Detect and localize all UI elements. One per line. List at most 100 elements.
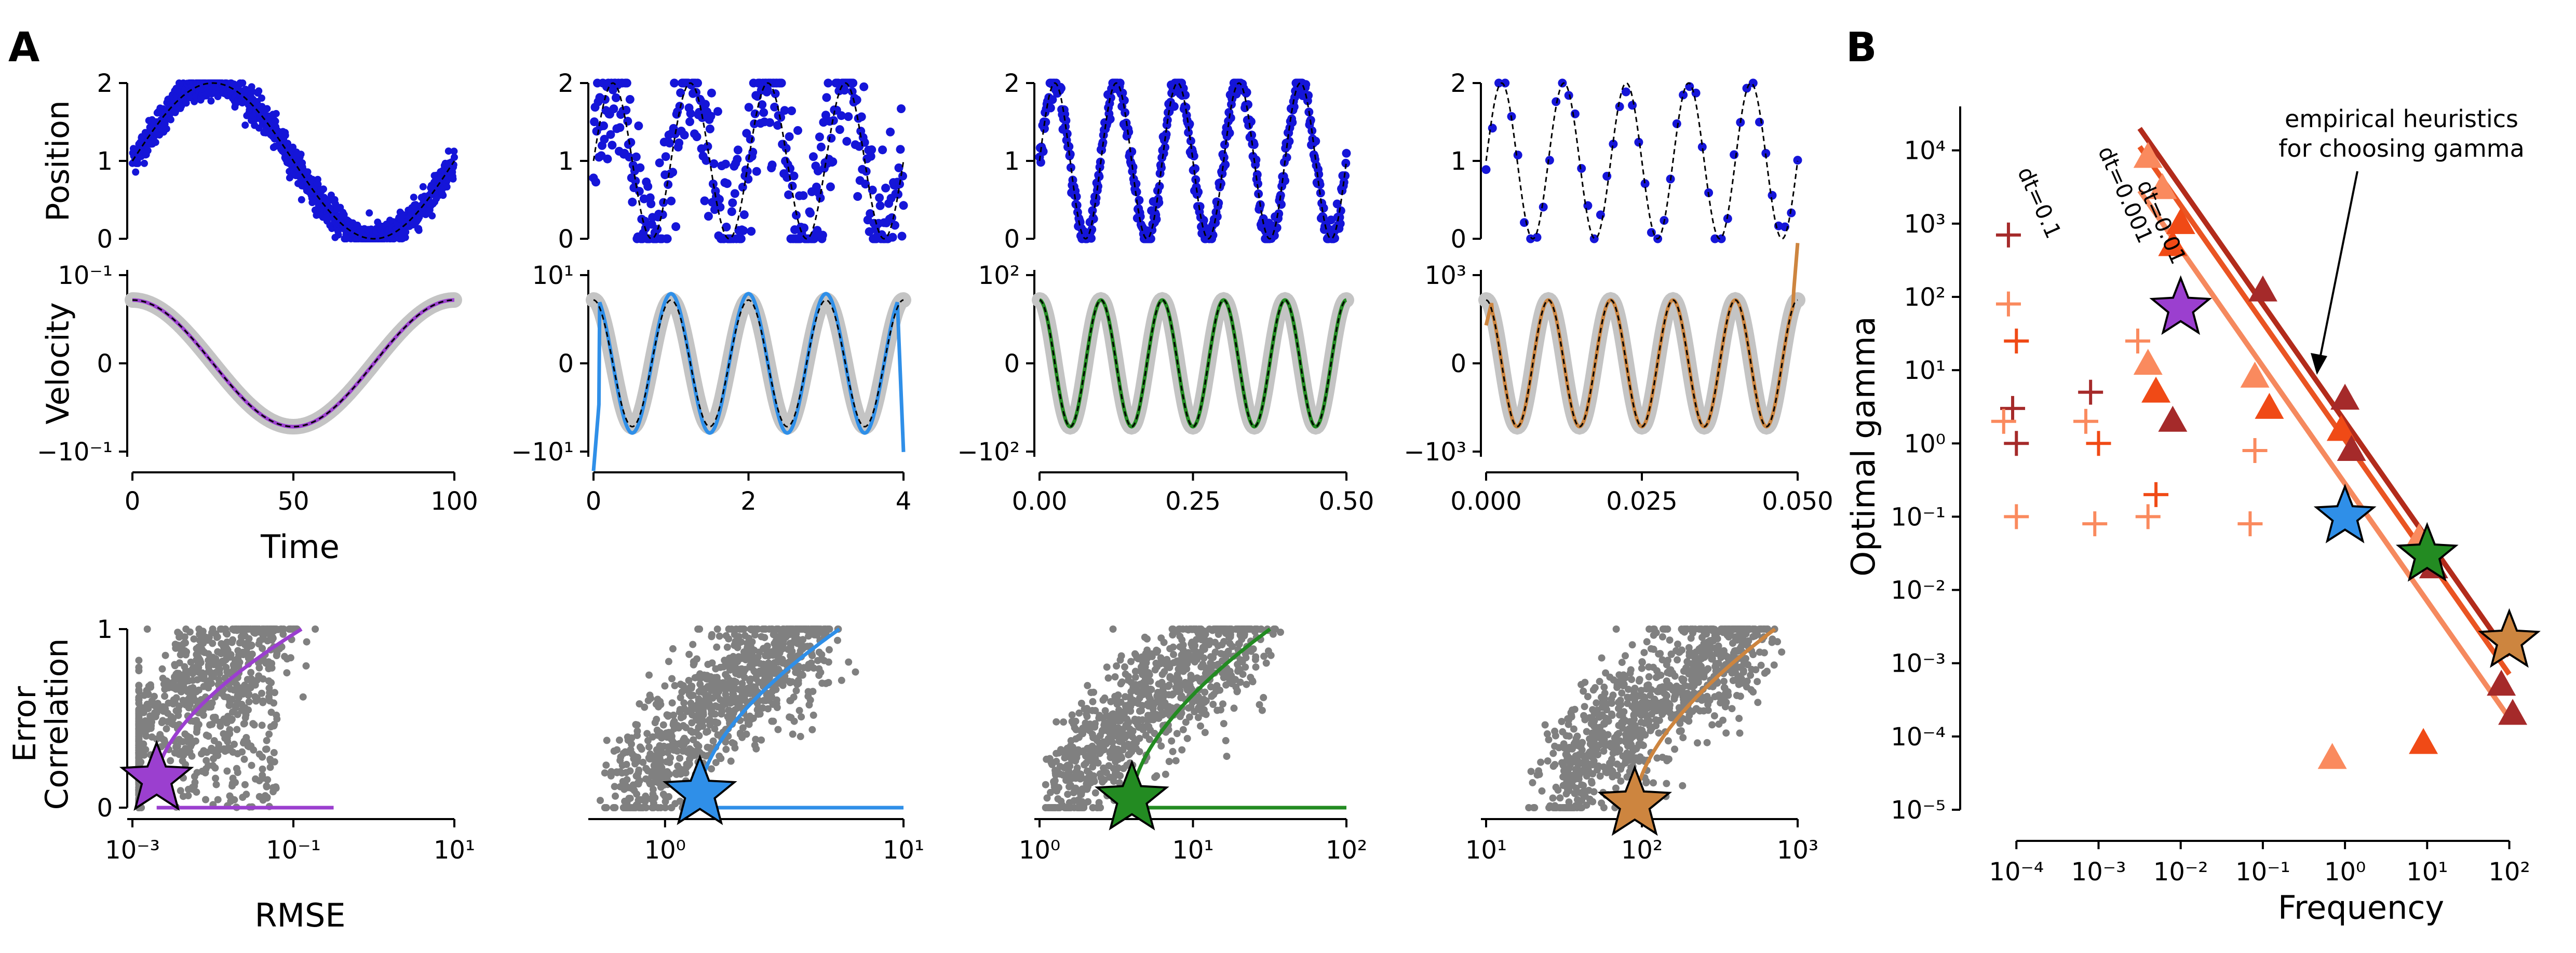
position-point	[450, 147, 458, 155]
error-point	[158, 665, 166, 673]
error-point	[224, 713, 232, 720]
position-point	[144, 147, 152, 155]
error-point	[768, 693, 776, 701]
error-point	[1180, 668, 1187, 675]
position-point	[859, 82, 869, 91]
error-point	[708, 659, 716, 667]
error-point	[1128, 733, 1136, 741]
error-point	[1218, 641, 1226, 648]
error-point	[262, 659, 270, 667]
error-point	[183, 648, 191, 656]
error-point	[1202, 670, 1209, 677]
position-point	[628, 197, 637, 207]
error-point	[789, 730, 797, 738]
error-point	[641, 798, 649, 806]
error-point	[1075, 748, 1082, 756]
error-point	[722, 700, 730, 707]
error-point	[1134, 688, 1141, 696]
error-point	[174, 707, 182, 715]
error-point	[659, 721, 667, 729]
position-point	[1314, 170, 1324, 179]
error-point	[187, 658, 195, 666]
error-point	[176, 633, 183, 641]
error-point	[1082, 759, 1090, 767]
error-point	[249, 720, 257, 728]
error-point	[163, 725, 170, 733]
velocity-ylabel: Velocity	[40, 302, 76, 424]
position-plot-1: 012	[97, 69, 458, 254]
error-point	[165, 699, 172, 707]
error-point	[161, 738, 168, 745]
error-point	[1084, 682, 1091, 689]
x-tick-label: 10¹	[1465, 836, 1507, 865]
position-point	[675, 138, 684, 147]
error-point	[1095, 714, 1103, 722]
position-point	[767, 160, 777, 170]
error-point	[270, 749, 278, 756]
error-point	[266, 755, 274, 763]
error-point	[1111, 769, 1119, 777]
error-point	[671, 800, 679, 808]
position-point	[828, 157, 838, 167]
position-point	[671, 222, 681, 232]
error-point	[739, 724, 747, 732]
error-point	[1658, 633, 1666, 641]
error-point	[224, 746, 232, 754]
error-point	[822, 679, 830, 687]
error-point	[226, 698, 234, 706]
position-point	[1161, 143, 1170, 152]
error-point	[271, 720, 278, 728]
error-point	[1081, 705, 1088, 713]
position-point	[439, 192, 447, 199]
error-point	[234, 711, 241, 718]
position-point	[1072, 192, 1081, 201]
error-point	[696, 625, 704, 633]
error-point	[185, 704, 193, 712]
error-point	[181, 663, 188, 671]
error-point	[1612, 625, 1620, 633]
position-point	[1189, 152, 1198, 161]
error-point	[1116, 715, 1124, 723]
gamma-ylabel: Optimal gamma	[1844, 316, 1882, 576]
error-point	[312, 625, 319, 633]
y-tick-label: 1	[97, 147, 113, 176]
error-point	[663, 758, 670, 766]
position-point	[808, 152, 818, 161]
error-point	[1103, 663, 1111, 671]
position-point	[1301, 80, 1311, 89]
error-point	[731, 744, 739, 752]
error-point	[152, 713, 159, 720]
error-point	[774, 726, 782, 733]
error-point	[171, 661, 179, 669]
position-truth-line	[1485, 82, 1799, 240]
position-point	[897, 104, 906, 113]
error-point	[172, 743, 180, 751]
error-point	[179, 757, 186, 765]
error-point	[658, 734, 666, 742]
position-point	[752, 167, 761, 176]
error-point	[680, 699, 688, 707]
error-point	[248, 761, 255, 769]
error-point	[1113, 700, 1121, 708]
x-tick-label: 0.000	[1450, 487, 1521, 516]
error-point	[1064, 753, 1072, 760]
x-tick-label: 4	[896, 487, 912, 516]
error-ylabel-line1: Error	[7, 686, 43, 763]
error-point	[623, 804, 630, 811]
error-point	[251, 625, 259, 633]
position-point	[728, 198, 737, 208]
error-point	[1178, 746, 1186, 754]
error-point	[1099, 778, 1107, 786]
error-point	[1154, 647, 1162, 655]
error-point	[601, 804, 609, 811]
error-point	[654, 696, 662, 703]
error-point	[1694, 739, 1701, 747]
error-point	[661, 774, 668, 782]
error-point	[1117, 680, 1125, 688]
error-point	[668, 675, 676, 683]
error-point	[1186, 681, 1194, 689]
error-point	[687, 699, 695, 707]
position-point	[1602, 172, 1612, 181]
error-point	[209, 762, 217, 769]
error-point	[259, 675, 267, 683]
